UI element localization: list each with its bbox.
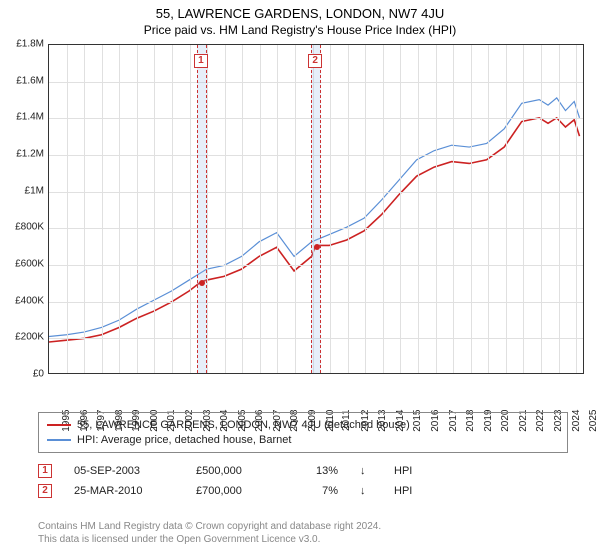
transaction-price: £700,000: [196, 485, 276, 497]
y-tick-label: £1.2M: [16, 149, 44, 160]
transaction-date: 25-MAR-2010: [74, 485, 174, 497]
footnote-line: Contains HM Land Registry data © Crown c…: [38, 520, 568, 533]
transaction-pct: 7%: [298, 485, 338, 497]
shaded-region: [311, 45, 322, 373]
down-arrow-icon: ↓: [360, 485, 372, 497]
y-tick-label: £1.6M: [16, 75, 44, 86]
transaction-price: £500,000: [196, 465, 276, 477]
footnote-line: This data is licensed under the Open Gov…: [38, 533, 568, 546]
y-tick-label: £800K: [15, 222, 44, 233]
legend-label: HPI: Average price, detached house, Barn…: [77, 433, 291, 447]
y-tick-label: £1.8M: [16, 39, 44, 50]
region-marker: 2: [308, 54, 322, 68]
legend-label: 55, LAWRENCE GARDENS, LONDON, NW7 4JU (d…: [77, 418, 410, 432]
transaction-pct: 13%: [298, 465, 338, 477]
chart-plot-area: [48, 44, 584, 374]
y-tick-label: £1.4M: [16, 112, 44, 123]
y-tick-label: £400K: [15, 295, 44, 306]
legend-item: HPI: Average price, detached house, Barn…: [47, 433, 559, 447]
transaction-marker: 1: [38, 464, 52, 478]
down-arrow-icon: ↓: [360, 465, 372, 477]
transaction-marker: 2: [38, 484, 52, 498]
transaction-suffix: HPI: [394, 465, 424, 477]
chart-subtitle: Price paid vs. HM Land Registry's House …: [0, 21, 600, 41]
shaded-region: [197, 45, 208, 373]
y-tick-label: £200K: [15, 332, 44, 343]
region-marker: 1: [194, 54, 208, 68]
legend: 55, LAWRENCE GARDENS, LONDON, NW7 4JU (d…: [38, 412, 568, 453]
y-axis: £0£200K£400K£600K£800K£1M£1.2M£1.4M£1.6M…: [0, 44, 46, 374]
legend-item: 55, LAWRENCE GARDENS, LONDON, NW7 4JU (d…: [47, 418, 559, 432]
chart-title: 55, LAWRENCE GARDENS, LONDON, NW7 4JU: [0, 0, 600, 21]
sale-point: [199, 280, 205, 286]
transaction-row: 2 25-MAR-2010 £700,000 7% ↓ HPI: [38, 484, 568, 498]
x-axis: 1995199619971998199920002001200220032004…: [48, 376, 584, 410]
y-tick-label: £600K: [15, 259, 44, 270]
y-tick-label: £1M: [25, 185, 44, 196]
legend-swatch: [47, 439, 71, 441]
transaction-row: 1 05-SEP-2003 £500,000 13% ↓ HPI: [38, 464, 568, 478]
x-tick-label: 2024: [570, 410, 581, 432]
legend-swatch: [47, 424, 71, 426]
y-tick-label: £0: [33, 369, 44, 380]
transaction-date: 05-SEP-2003: [74, 465, 174, 477]
transaction-suffix: HPI: [394, 485, 424, 497]
transactions-table: 1 05-SEP-2003 £500,000 13% ↓ HPI 2 25-MAR-2010 £…: [38, 458, 568, 504]
footnote: Contains HM Land Registry data © Crown c…: [38, 520, 568, 546]
x-tick-label: 2025: [588, 410, 599, 432]
sale-point: [314, 244, 320, 250]
